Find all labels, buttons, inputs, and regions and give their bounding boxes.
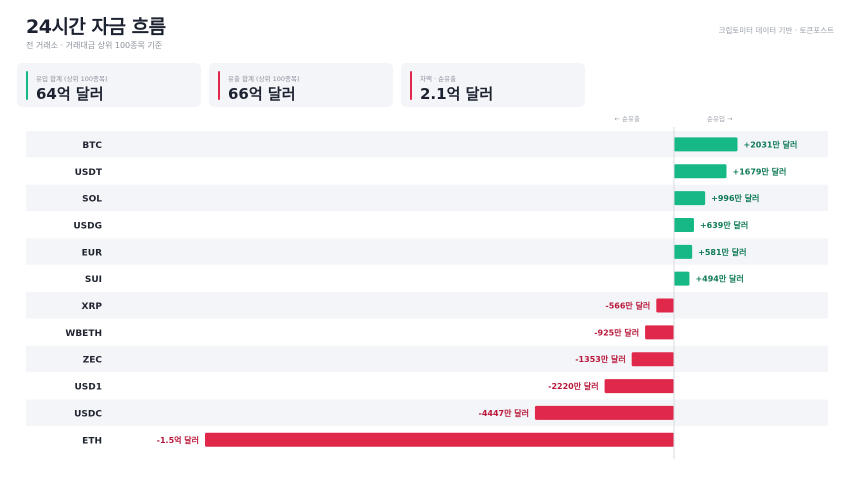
- value-label-usd1: -2220만 달러: [548, 381, 598, 391]
- outflow-total-card: 유출 합계 (상위 100종목) 66억 달러: [209, 63, 393, 107]
- bar-usdc: [534, 405, 674, 420]
- net-difference-value: 2.1억 달러: [420, 85, 494, 103]
- bar-wbeth: [645, 325, 674, 340]
- inflow-total-label: 유입 합계 (상위 100종목): [36, 75, 108, 83]
- outflow-total-label: 유출 합계 (상위 100종목): [228, 75, 300, 83]
- outflow-accent-bar: [218, 71, 220, 100]
- bar-eur: [674, 244, 693, 259]
- inflow-accent-bar: [26, 71, 28, 100]
- category-label-zec: ZEC: [83, 356, 103, 366]
- category-label-wbeth: WBETH: [65, 329, 102, 339]
- bar-usd1: [604, 379, 674, 394]
- net-accent-bar: [410, 71, 412, 100]
- category-label-usdg: USDG: [73, 221, 102, 231]
- category-label-usdt: USDT: [75, 168, 103, 178]
- value-label-zec: -1353만 달러: [575, 354, 625, 364]
- bar-eth: [205, 432, 674, 447]
- category-label-usdc: USDC: [74, 409, 102, 419]
- value-label-sol: +996만 달러: [711, 193, 759, 203]
- row-stripe-xrp: [26, 292, 828, 319]
- bar-zec: [631, 352, 674, 367]
- row-stripe-eur: [26, 238, 828, 265]
- inflow-total-value: 64억 달러: [36, 85, 104, 103]
- outflow-direction-label: ← 순유출: [615, 114, 640, 123]
- value-label-eth: -1.5억 달러: [157, 435, 199, 445]
- outflow-total-value: 66억 달러: [228, 85, 296, 103]
- bar-usdg: [674, 217, 694, 232]
- value-label-wbeth: -925만 달러: [594, 327, 639, 337]
- value-label-usdt: +1679만 달러: [732, 166, 786, 176]
- bar-xrp: [656, 298, 674, 313]
- row-stripe-zec: [26, 345, 828, 373]
- bar-sol: [674, 191, 706, 206]
- inflow-total-card: 유입 합계 (상위 100종목) 64억 달러: [17, 63, 201, 107]
- row-stripe-sol: [26, 184, 828, 212]
- category-label-btc: BTC: [82, 141, 102, 151]
- category-label-usd1: USD1: [74, 383, 102, 393]
- bar-usdt: [674, 164, 727, 179]
- value-label-xrp: -566만 달러: [605, 301, 650, 311]
- net-difference-label: 차액 · 순유출: [420, 75, 457, 83]
- bar-sui: [674, 271, 690, 286]
- category-label-sui: SUI: [85, 275, 102, 285]
- value-label-usdc: -4447만 달러: [479, 408, 529, 418]
- category-label-eur: EUR: [82, 248, 102, 258]
- bar-btc: [674, 137, 738, 152]
- source-note: 크립토미터 데이터 기반 · 토큰포스트: [718, 26, 834, 35]
- inflow-direction-label: 순유입 →: [707, 115, 733, 123]
- row-stripe-usdc: [26, 399, 828, 426]
- value-label-eur: +581만 달러: [698, 247, 746, 257]
- value-label-usdg: +639만 달러: [700, 220, 748, 230]
- value-label-btc: +2031만 달러: [744, 139, 798, 149]
- page-subtitle: 전 거래소 · 거래대금 상위 100종목 기준: [26, 41, 163, 50]
- category-label-eth: ETH: [82, 436, 102, 446]
- summary-cards: 유입 합계 (상위 100종목) 64억 달러 유출 합계 (상위 100종목)…: [17, 63, 585, 107]
- page-title: 24시간 자금 흐름: [26, 16, 166, 38]
- category-label-xrp: XRP: [82, 302, 103, 312]
- category-label-sol: SOL: [82, 195, 102, 205]
- value-label-sui: +494만 달러: [695, 274, 743, 284]
- net-difference-card: 차액 · 순유출 2.1억 달러: [401, 63, 585, 107]
